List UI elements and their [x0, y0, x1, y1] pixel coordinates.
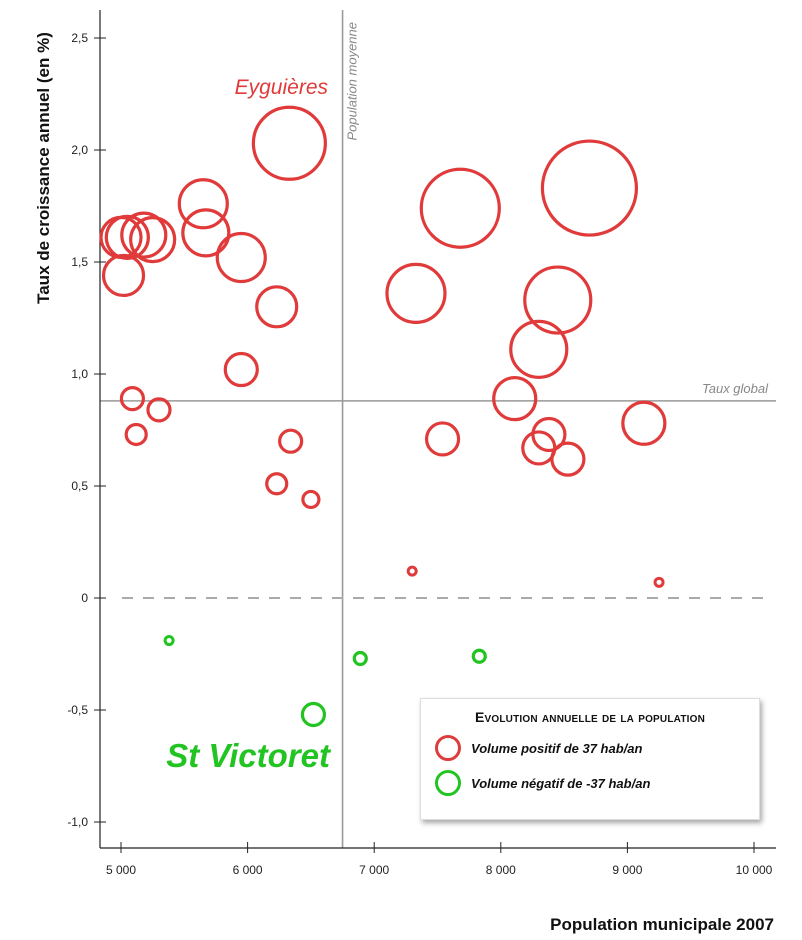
- legend-title: Evolution annuelle de la population: [474, 709, 706, 725]
- y-tick-label: 1,0: [71, 367, 88, 381]
- positive-bubble: [621, 400, 667, 446]
- positive-bubble: [531, 416, 567, 453]
- annotation-eyguieres: Eyguières: [235, 76, 329, 99]
- positive-bubble: [119, 386, 145, 412]
- x-axis-title: Population municipale 2007: [550, 915, 774, 934]
- x-tick-label: 5 000: [106, 863, 136, 877]
- legend-item-positive: Volume positif de 37 hab/an: [435, 735, 745, 761]
- positive-bubble: [550, 441, 586, 477]
- legend-swatch-green-circle: [435, 770, 461, 796]
- horizontal-reference-label: Taux global: [702, 381, 769, 396]
- y-tick-label: -1,0: [67, 815, 88, 829]
- positive-bubble: [181, 208, 231, 258]
- y-tick-label: 1,5: [71, 255, 88, 269]
- legend-label-positive: Volume positif de 37 hab/an: [471, 740, 643, 756]
- positive-bubble: [385, 262, 447, 324]
- legend-label-negative: Volume négatif de -37 hab/an: [471, 775, 651, 791]
- vertical-reference-label: Population moyenne: [345, 22, 360, 141]
- positive-bubble: [104, 214, 150, 260]
- data-points: [99, 105, 667, 728]
- positive-bubble: [120, 211, 168, 259]
- x-tick-label: 9 000: [612, 863, 642, 877]
- positive-bubble: [406, 565, 418, 577]
- x-tick-label: 8 000: [486, 863, 516, 877]
- positive-bubble: [424, 421, 461, 457]
- y-axis-title: Taux de croissance annuel (en %): [34, 32, 53, 304]
- y-tick-label: 2,5: [71, 31, 88, 45]
- positive-bubble: [509, 319, 569, 379]
- positive-bubble: [653, 576, 665, 588]
- positive-bubble: [255, 285, 299, 329]
- axes: -1,0 -0,5 0 0,5 1,0 1,5 2,0 2,5 5 000 6 000 7 000 8…: [67, 10, 776, 877]
- positive-bubble: [540, 139, 639, 237]
- positive-bubble: [492, 376, 538, 422]
- annotation-st-victoret: St Victoret: [166, 737, 332, 774]
- legend-item-negative: Volume négatif de -37 hab/an: [435, 770, 745, 796]
- positive-bubble: [215, 231, 267, 284]
- positive-bubble: [265, 472, 289, 496]
- legend: Evolution annuelle de la population Volu…: [420, 698, 760, 820]
- positive-bubble: [301, 489, 321, 510]
- y-tick-label: -0,5: [67, 703, 88, 717]
- positive-bubble: [419, 167, 501, 249]
- positive-bubble: [146, 397, 172, 423]
- y-tick-label: 2,0: [71, 143, 88, 157]
- positive-bubble: [523, 265, 593, 335]
- reference-lines: [100, 10, 776, 848]
- chart-labels: Population municipale 2007 Taux de croiss…: [34, 22, 774, 934]
- positive-bubble: [101, 253, 146, 298]
- x-tick-label: 10 000: [736, 863, 773, 877]
- negative-bubble: [300, 701, 327, 728]
- positive-bubble: [124, 422, 148, 447]
- y-tick-label: 0: [81, 591, 88, 605]
- x-tick-label: 7 000: [359, 863, 389, 877]
- positive-bubble: [251, 105, 327, 181]
- legend-swatch-red-circle: [435, 735, 461, 761]
- x-tick-label: 6 000: [233, 863, 263, 877]
- positive-bubble: [278, 428, 304, 454]
- positive-bubble: [177, 178, 229, 230]
- y-tick-label: 0,5: [71, 479, 88, 493]
- negative-bubble: [163, 635, 175, 647]
- negative-bubble: [352, 650, 368, 667]
- negative-bubble: [471, 648, 487, 664]
- positive-bubble: [223, 351, 259, 388]
- positive-bubble: [129, 216, 177, 264]
